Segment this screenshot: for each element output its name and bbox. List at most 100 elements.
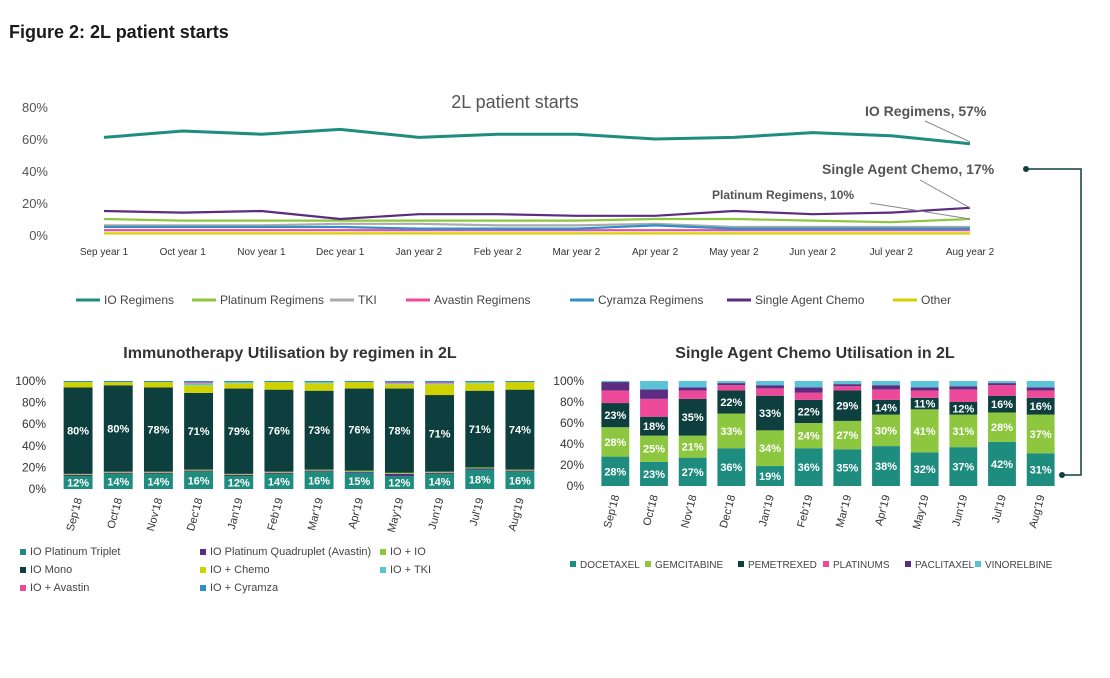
io-legend-swatch: [200, 549, 206, 555]
annotation-leader-line: [924, 120, 971, 143]
line-x-tick-label: Sep year 1: [80, 247, 129, 258]
io-legend-label: IO + TKI: [390, 564, 431, 576]
connector-line: [1026, 168, 1082, 476]
io-chart-bar-segment: [304, 469, 334, 471]
chemo-chart-bar-segment: [756, 395, 784, 431]
chemo-chart-bar-segment: [640, 416, 668, 436]
annotation-leader-line: [869, 202, 971, 220]
io-chart-bar-segment: [304, 471, 334, 489]
line-series-single-agent-chemo: [103, 206, 971, 221]
chemo-chart-data-label: 22%: [720, 397, 742, 409]
io-chart-bar-segment: [143, 471, 173, 473]
annotation-platinum-regimens: Platinum Regimens, 10%: [712, 188, 854, 202]
io-chart-bar-segment: [143, 381, 173, 383]
chemo-chart-x-tick-label: Sep'18: [602, 494, 622, 530]
io-chart-bar-segment: [425, 381, 455, 383]
io-chart-y-tick-label: 0%: [29, 482, 47, 496]
io-chart-bar-segment: [465, 468, 495, 470]
io-chart-data-label: 71%: [469, 424, 491, 436]
io-chart-bar-segment: [184, 470, 214, 472]
io-chart-bar-segment: [304, 381, 334, 383]
io-chart-x-tick-label: Feb'19: [266, 497, 286, 532]
chemo-chart-bar-segment: [949, 389, 978, 402]
io-chart-bar-segment: [184, 392, 214, 470]
chemo-chart-bar-segment: [794, 381, 823, 388]
io-legend-label: IO + Chemo: [210, 564, 270, 576]
io-chart-bar-segment: [264, 389, 294, 472]
chemo-chart-bar-segment: [910, 397, 939, 410]
chemo-chart-bar-segment: [794, 448, 823, 486]
chemo-legend-swatch: [738, 561, 744, 567]
chemo-chart-bar-segment: [833, 381, 862, 385]
io-chart-bar-segment: [63, 476, 93, 489]
io-chart-bar-segment: [344, 388, 374, 471]
io-chart-bar-segment: [384, 472, 414, 474]
io-chart-y-tick-label: 20%: [22, 460, 46, 474]
io-chart-bar-segment: [103, 382, 133, 386]
chemo-chart-bar-segment: [910, 409, 939, 453]
connector-dot: [1059, 472, 1065, 478]
chemo-chart-bar-segment: [678, 457, 707, 486]
io-chart-x-tick-label: Jan'19: [226, 497, 246, 531]
chemo-chart-x-tick-label: Mar'19: [834, 494, 854, 529]
chemo-chart-data-label: 38%: [875, 461, 897, 473]
io-chart-bar-segment: [103, 473, 133, 489]
line-x-tick-label: Mar year 2: [552, 247, 600, 258]
chemo-chart-bar-segment: [1026, 387, 1055, 391]
line-legend-label: Avastin Regimens: [434, 293, 531, 307]
io-chart-bar-segment: [425, 384, 455, 396]
chemo-chart-bar-segment: [872, 385, 900, 390]
chemo-chart-bar-segment: [872, 389, 900, 400]
line-y-tick-label: 80%: [22, 100, 48, 115]
chemo-legend-label: PACLITAXEL: [915, 560, 975, 571]
chemo-chart-bar-segment: [717, 390, 746, 414]
chemo-chart-bar-segment: [678, 435, 707, 458]
io-legend-swatch: [200, 585, 206, 591]
io-chart-data-label: 12%: [388, 478, 410, 490]
io-chart-bar-segment: [224, 382, 254, 384]
io-chart-x-tick-label: May'19: [386, 497, 407, 534]
io-chart-bar-segment: [224, 381, 254, 383]
chemo-chart-bar-segment: [601, 381, 630, 383]
io-chart-data-label: 16%: [188, 475, 210, 487]
io-chart-bar-segment: [264, 381, 294, 383]
io-chart-data-label: 78%: [388, 426, 410, 438]
chemo-chart-data-label: 36%: [798, 462, 820, 474]
chemo-chart-bar-segment: [640, 461, 668, 486]
io-chart-x-tick-label: Mar'19: [306, 497, 326, 532]
io-chart-bar-segment: [425, 473, 455, 489]
line-x-tick-label: Jul year 2: [870, 247, 914, 258]
chemo-chart-bar-segment: [949, 381, 978, 387]
chemo-chart-bar-segment: [717, 383, 746, 386]
io-chart-bar-segment: [304, 470, 334, 472]
io-chart-bar-segment: [304, 382, 334, 384]
io-chart-x-tick-label: Aug'19: [506, 497, 526, 533]
chemo-chart-bar-segment: [601, 456, 630, 486]
chemo-chart-bar-segment: [601, 403, 630, 428]
io-chart-bar-segment: [344, 470, 374, 472]
chemo-chart-data-label: 19%: [759, 471, 781, 483]
io-chart-data-label: 16%: [509, 475, 531, 487]
chemo-legend-swatch: [905, 561, 911, 567]
chemo-chart-bar-segment: [872, 399, 900, 415]
chemo-chart-data-label: 31%: [1030, 465, 1052, 477]
io-chart-data-label: 74%: [509, 425, 531, 437]
chemo-chart-data-label: 33%: [759, 408, 781, 420]
io-chart-bar-segment: [264, 471, 294, 473]
chemo-legend-label: VINORELBINE: [985, 560, 1053, 571]
chemo-chart-y-tick-label: 100%: [553, 374, 584, 388]
line-x-tick-label: Oct year 1: [160, 247, 207, 258]
line-series-io-regimens: [103, 127, 971, 146]
chemo-chart-bar-segment: [756, 381, 784, 386]
io-chart-bar-segment: [384, 382, 414, 384]
chemo-chart-data-label: 16%: [991, 399, 1013, 411]
line-series-platinum-regimens: [103, 217, 971, 224]
io-chart-y-tick-label: 100%: [15, 374, 46, 388]
io-chart-bar-segment: [465, 382, 495, 384]
io-chart-data-label: 14%: [429, 476, 451, 488]
chemo-chart-y-tick-label: 60%: [560, 416, 584, 430]
chemo-chart-bar-segment: [910, 387, 939, 391]
chemo-chart-data-label: 16%: [1030, 401, 1052, 413]
io-chart-bar-segment: [384, 473, 414, 477]
io-chart-data-label: 79%: [228, 426, 250, 438]
